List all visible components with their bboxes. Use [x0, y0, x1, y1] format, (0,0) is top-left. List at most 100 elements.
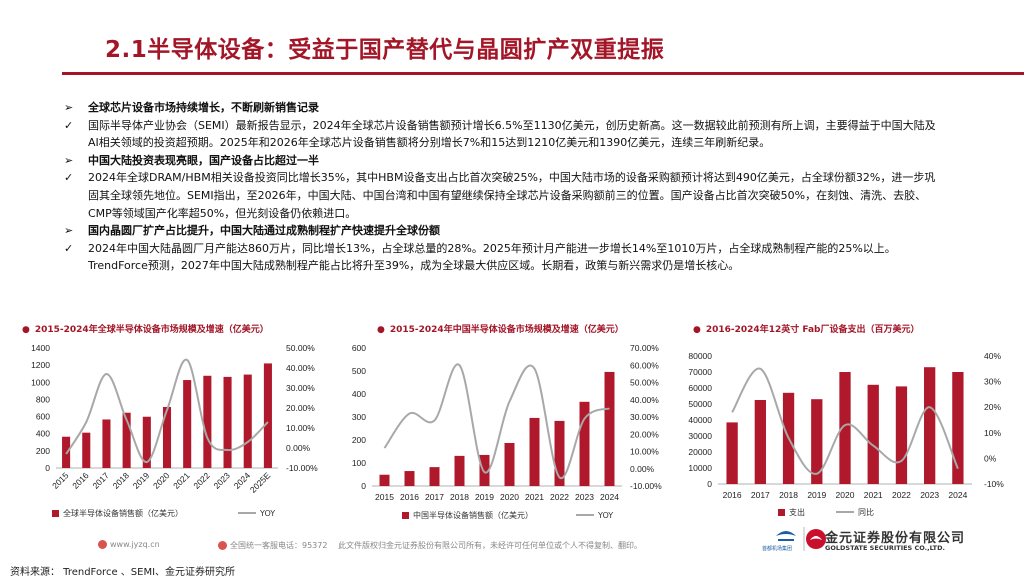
y-tick-label: 1400 — [31, 343, 50, 353]
y2-tick-label: -10.00% — [286, 463, 318, 473]
y2-tick-label: 50.00% — [286, 343, 315, 353]
x-tick-label: 2022 — [191, 470, 212, 491]
x-tick-label: 2021 — [171, 470, 192, 491]
bar — [379, 474, 390, 486]
bar — [404, 471, 415, 486]
x-tick-label: 2023 — [575, 492, 594, 502]
x-tick-label: 2024 — [948, 490, 967, 500]
chart3-title-text: 2016-2024年12英寸 Fab厂设备支出（百万美元） — [705, 325, 920, 335]
chart1-title-text: 2015-2024年全球半导体设备市场规模及增速（亿美元） — [34, 325, 269, 335]
legend-bar-swatch — [52, 510, 59, 517]
x-tick-label: 2019 — [807, 490, 826, 500]
legend-line-label: 同比 — [858, 507, 874, 517]
x-tick-label: 2022 — [892, 490, 911, 500]
y2-tick-label: 10.00% — [630, 447, 659, 457]
bar — [223, 376, 232, 468]
bar — [811, 399, 823, 484]
legend-bar-label: 全球半导体设备销售额（亿美元） — [63, 508, 183, 518]
bullet-heading: 中国大陆投资表现亮眼，国产设备占比超过一半 — [88, 153, 319, 167]
y-tick-label: 600 — [352, 343, 366, 353]
y2-tick-label: -10% — [984, 479, 1004, 489]
legend-bar-label: 中国半导体设备销售额（亿美元） — [413, 510, 533, 520]
bar — [867, 384, 879, 484]
logo-company-name: 金元证券股份有限公司 — [825, 531, 966, 546]
bullet-heading: 国内晶圆厂扩产占比提升，中国大陆通过成熟制程扩产快速提升全球份额 — [88, 224, 440, 238]
y-tick-label: 100 — [352, 458, 366, 468]
y2-tick-label: 50.00% — [630, 378, 659, 388]
chart2-title: ● 2015-2024年中国半导体设备市场规模及增速（亿美元） — [377, 322, 624, 335]
y2-tick-label: -10.00% — [630, 481, 662, 491]
y-tick-label: 30000 — [688, 431, 712, 441]
bar — [554, 420, 565, 486]
x-tick-label: 2018 — [450, 492, 469, 502]
legend-bar-swatch — [402, 512, 409, 519]
footer-site-text: www.jyzq.cn — [110, 540, 160, 549]
footer-site[interactable]: www.jyzq.cn — [98, 540, 160, 549]
source-note: 资料来源： TrendForce 、SEMI、金元证券研究所 — [10, 567, 236, 576]
bar — [529, 417, 540, 486]
bullet-item: ➢ 中国大陆投资表现亮眼，国产设备占比超过一半 — [64, 152, 944, 170]
check-bullet-icon: ✓ — [64, 118, 74, 132]
legend-line-label: YOY — [259, 509, 275, 518]
check-bullet-icon: ✓ — [64, 241, 74, 255]
chart1-title: ● 2015-2024年全球半导体设备市场规模及增速（亿美元） — [22, 322, 269, 335]
x-tick-label: 2024 — [600, 492, 619, 502]
bar — [952, 372, 964, 484]
y-tick-label: 70000 — [688, 367, 712, 377]
y-tick-label: 60000 — [688, 383, 712, 393]
yoy-line — [65, 358, 269, 463]
logo-company-en: GOLDSTATE SECURITIES CO.,LTD. — [825, 544, 945, 552]
bar — [579, 401, 590, 486]
y-tick-label: 200 — [352, 435, 366, 445]
y-tick-label: 0 — [707, 479, 712, 489]
y-tick-label: 0 — [361, 481, 366, 491]
y-tick-label: 400 — [352, 389, 366, 399]
bar — [726, 422, 738, 484]
company-logo — [776, 527, 826, 551]
x-tick-label: 2015 — [375, 492, 394, 502]
footer-notice: 此文件版权归金元证券股份有限公司所有，未经许可任何单位或个人不得复制、翻印。 — [338, 541, 642, 550]
bullet-dot-icon: ● — [22, 325, 30, 335]
x-tick-label: 2017 — [90, 470, 111, 491]
check-bullet-icon: ✓ — [64, 171, 74, 185]
fab-spending-chart: 0 10000 20000 30000 40000 50000 60000 70000 8000… — [688, 351, 1004, 517]
y-tick-label: 500 — [352, 366, 366, 376]
bar — [122, 412, 131, 468]
logo-group-name: 首都机场集团 — [762, 546, 793, 552]
x-tick-label: 2016 — [723, 490, 742, 500]
x-tick-label: 2021 — [864, 490, 883, 500]
x-tick-label: 2019 — [131, 470, 152, 491]
bar — [142, 416, 151, 468]
bar — [243, 374, 252, 468]
bar — [604, 371, 615, 486]
x-tick-label: 2016 — [400, 492, 419, 502]
bullet-body: 国际半导体产业协会（SEMI）最新报告显示，2024年全球芯片设备销售额预计增长… — [88, 118, 936, 150]
chart2-title-text: 2015-2024年中国半导体设备市场规模及增速（亿美元） — [389, 325, 624, 335]
y2-tick-label: 40% — [984, 351, 1001, 361]
arrow-bullet-icon: ➢ — [64, 153, 74, 167]
y2-tick-label: 20% — [984, 402, 1001, 412]
bullet-list: ➢ 全球芯片设备市场持续增长，不断刷新销售记录 ✓ 国际半导体产业协会（SEMI）最… — [64, 99, 944, 275]
x-tick-label: 2023 — [920, 490, 939, 500]
x-tick-label: 2025E — [248, 470, 273, 495]
y2-tick-label: 0.00% — [630, 464, 655, 474]
y2-tick-label: 0% — [984, 453, 997, 463]
legend-line-label: YOY — [597, 511, 613, 520]
bar — [839, 372, 851, 484]
x-tick-label: 2022 — [550, 492, 569, 502]
y2-tick-label: 40.00% — [630, 395, 659, 405]
y-tick-label: 800 — [36, 394, 50, 404]
yoy-line — [383, 363, 610, 480]
x-tick-label: 2019 — [475, 492, 494, 502]
x-tick-label: 2017 — [425, 492, 444, 502]
y-tick-label: 40000 — [688, 415, 712, 425]
bullet-heading: 全球芯片设备市场持续增长，不断刷新销售记录 — [88, 101, 319, 114]
phone-icon — [218, 541, 227, 550]
bullet-dot-icon: ● — [693, 325, 701, 335]
x-tick-label: 2016 — [70, 470, 91, 491]
bar — [102, 419, 111, 468]
bar — [504, 442, 515, 486]
bullet-item: ➢ 国内晶圆厂扩产占比提升，中国大陆通过成熟制程扩产快速提升全球份额 — [64, 222, 944, 240]
y-tick-label: 1200 — [31, 360, 50, 370]
y-tick-label: 10000 — [688, 463, 712, 473]
